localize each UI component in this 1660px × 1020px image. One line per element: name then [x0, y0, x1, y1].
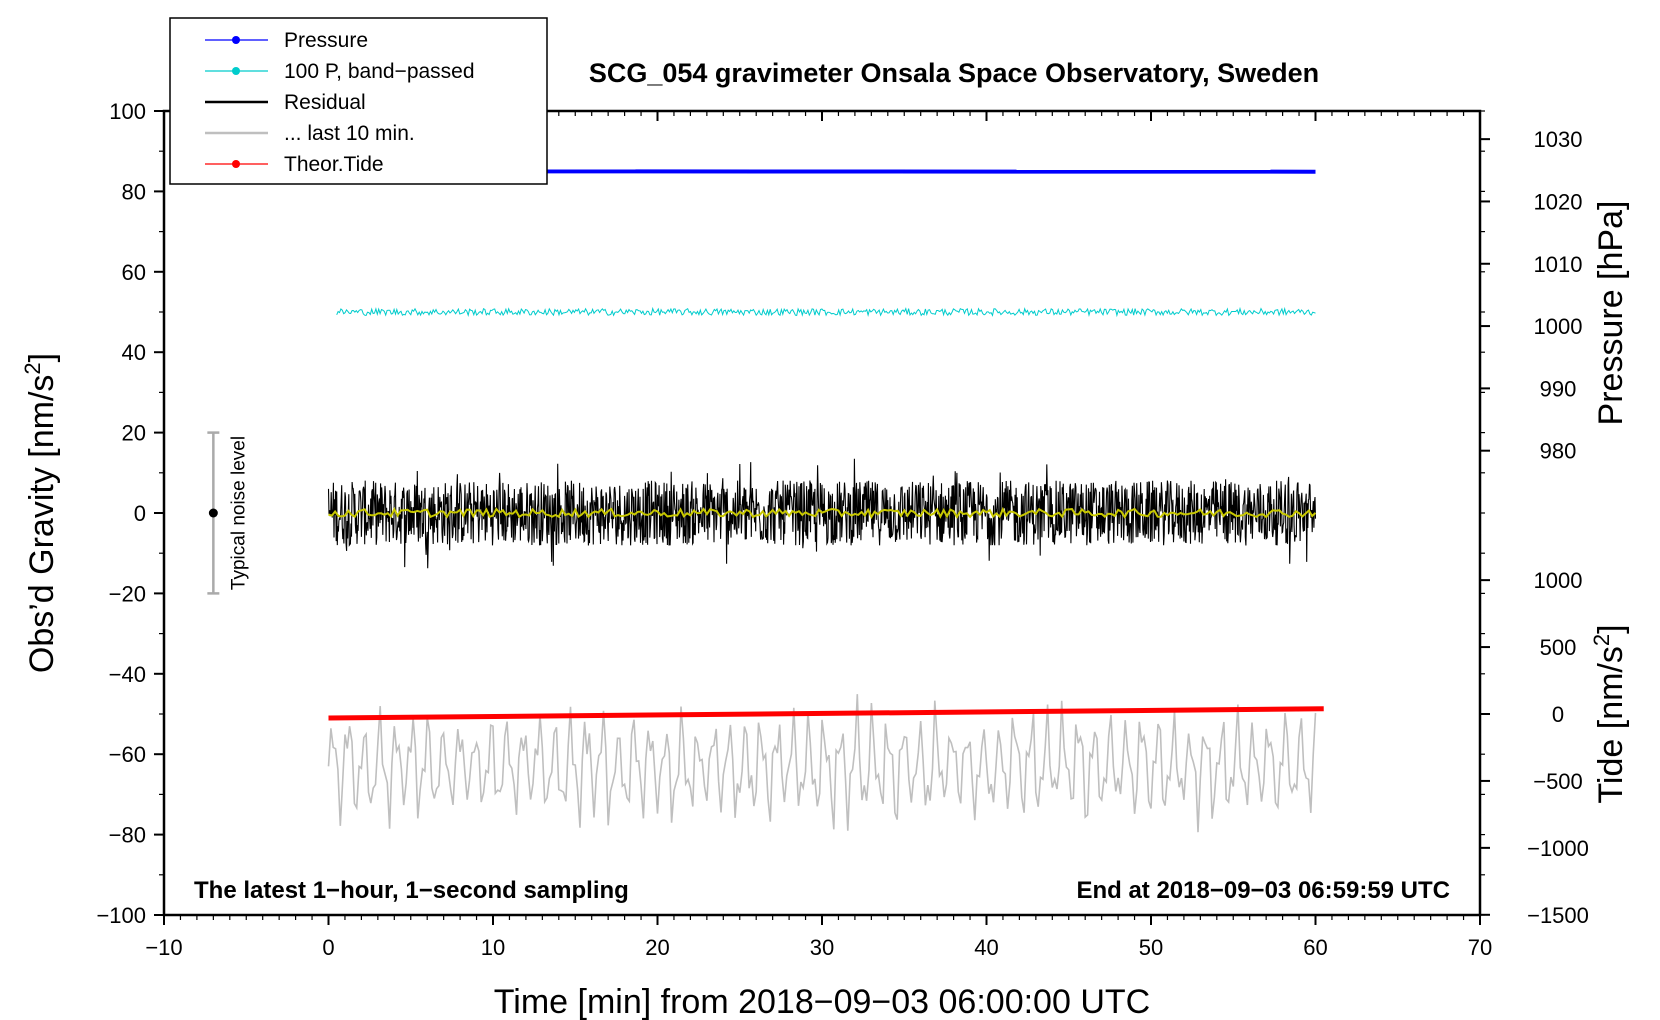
x-tick-label: 10	[481, 935, 505, 960]
left-axis-label-end: ]	[23, 353, 61, 362]
x-tick-label: 50	[1139, 935, 1163, 960]
annotation-left: The latest 1−hour, 1−second sampling	[194, 877, 629, 904]
left-axis-label-main: Obs’d Gravity [nm/s	[23, 375, 61, 674]
x-tick-label: 60	[1303, 935, 1327, 960]
legend-label: Residual	[284, 91, 366, 114]
left-axis-label-sup: 2	[20, 362, 45, 374]
tide-axis-ticks: −1500 −1000 −500 0 500 1000	[1480, 568, 1589, 928]
left-tick-label: 40	[122, 340, 146, 365]
pressure-tick-label: 1000	[1534, 314, 1583, 339]
tide-tick-label: −1500	[1527, 903, 1589, 928]
tide-axis-label-main: Tide [nm/s	[1592, 646, 1630, 803]
series-layer	[327, 169, 1324, 833]
chart-title: SCG_054 gravimeter Onsala Space Observat…	[589, 58, 1319, 88]
left-axis-label: Obs’d Gravity [nm/s2]	[20, 353, 61, 673]
tide-axis-label-end: ]	[1592, 624, 1630, 633]
series-last-10-min	[327, 694, 1317, 833]
pressure-tick-label: 990	[1540, 376, 1577, 401]
tide-tick-label: 1000	[1534, 568, 1583, 593]
pressure-axis-label: Pressure [hPa]	[1592, 201, 1630, 426]
legend: Pressure 100 P, band−passed Residual ... la…	[169, 17, 548, 185]
x-tick-label: 0	[322, 935, 334, 960]
annotation-right: End at 2018−09−03 06:59:59 UTC	[1076, 877, 1450, 904]
x-tick-label: 40	[974, 935, 998, 960]
legend-swatch-dot	[232, 67, 240, 75]
legend-swatch-dot	[232, 160, 240, 168]
left-tick-label: 80	[122, 179, 146, 204]
left-tick-label: 20	[122, 421, 146, 446]
legend-label: Pressure	[284, 29, 368, 52]
series-residual-smoothed	[328, 506, 1317, 520]
series-theor-tide	[328, 706, 1324, 721]
pressure-tick-label: 1030	[1534, 127, 1583, 152]
tide-tick-label: 500	[1540, 635, 1577, 660]
x-axis-ticks: −10 0 10 20 30 40 50 60 70	[145, 111, 1492, 960]
legend-label: Theor.Tide	[284, 153, 384, 176]
left-axis-ticks: −100 −80 −60 −40 −20 0 20 40 60 80 100	[96, 99, 1485, 928]
pressure-tick-label: 1010	[1534, 252, 1583, 277]
tide-tick-label: −1000	[1527, 836, 1589, 861]
pressure-axis-ticks: 980 990 1000 1010 1020 1030	[1480, 127, 1582, 464]
noise-bar-dot	[208, 508, 218, 518]
left-tick-label: −20	[109, 581, 146, 606]
noise-bar-label: Typical noise level	[228, 436, 249, 590]
left-tick-label: 100	[109, 99, 146, 124]
legend-label: 100 P, band−passed	[284, 60, 475, 83]
x-tick-label: 70	[1468, 935, 1492, 960]
pressure-tick-label: 1020	[1534, 189, 1583, 214]
x-tick-label: −10	[145, 935, 182, 960]
tide-axis-label: Tide [nm/s2]	[1589, 624, 1630, 803]
series-residual	[327, 458, 1317, 569]
tide-axis-label-sup: 2	[1589, 634, 1614, 646]
legend-label: ... last 10 min.	[284, 122, 415, 145]
x-tick-label: 20	[645, 935, 669, 960]
left-tick-label: 0	[134, 501, 146, 526]
left-tick-label: −100	[96, 903, 146, 928]
left-tick-label: 60	[122, 260, 146, 285]
x-tick-label: 30	[810, 935, 834, 960]
tide-tick-label: −500	[1533, 769, 1583, 794]
tide-tick-label: 0	[1552, 702, 1564, 727]
left-tick-label: −80	[109, 823, 146, 848]
legend-swatch-dot	[232, 36, 240, 44]
series-band-passed-pressure	[336, 306, 1316, 318]
pressure-tick-label: 980	[1540, 439, 1577, 464]
noise-bar: Typical noise level	[207, 431, 249, 595]
left-tick-label: −40	[109, 662, 146, 687]
left-tick-label: −60	[109, 742, 146, 767]
x-axis-label: Time [min] from 2018−09−03 06:00:00 UTC	[494, 983, 1150, 1020]
